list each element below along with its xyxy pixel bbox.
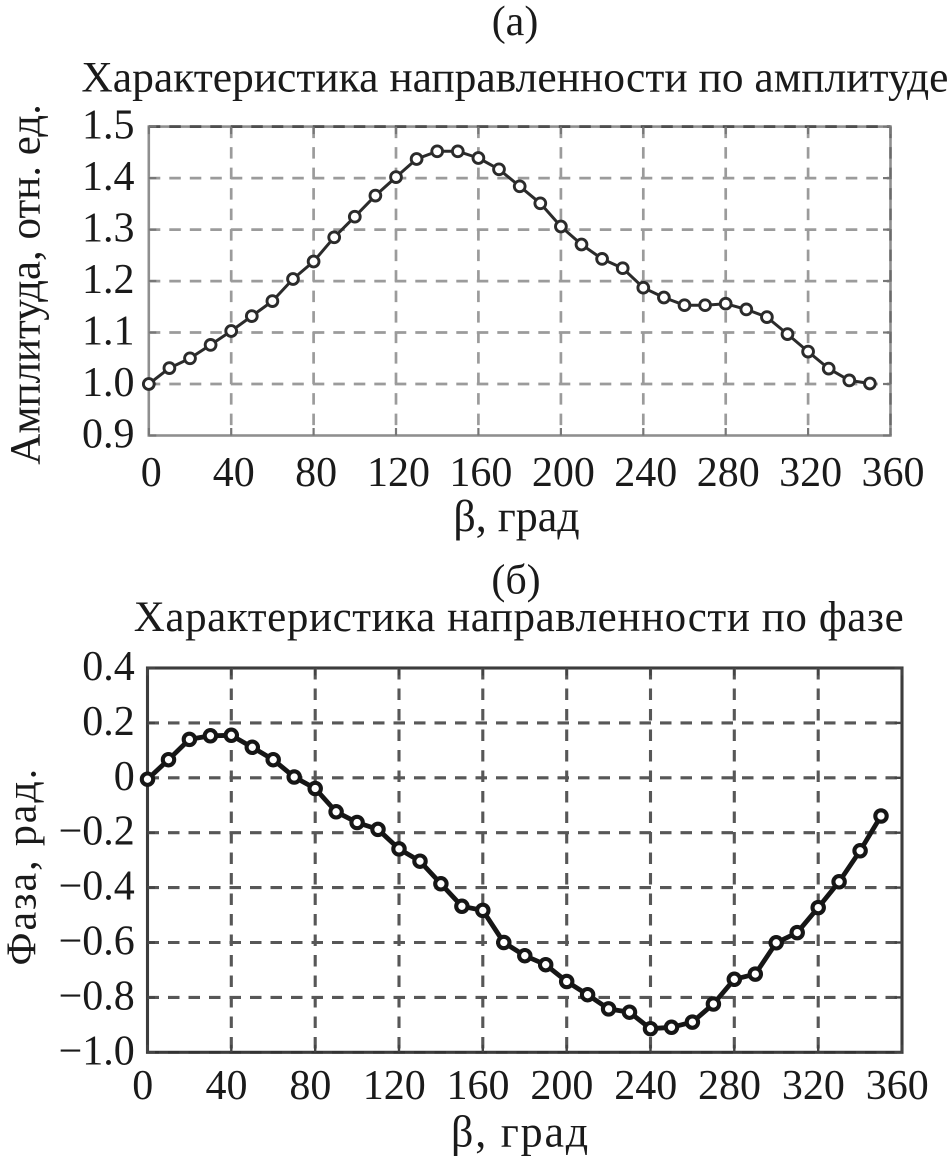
svg-text:1.2: 1.2 <box>82 257 135 303</box>
svg-text:160: 160 <box>447 1063 510 1109</box>
svg-text:40: 40 <box>213 450 255 496</box>
svg-text:320: 320 <box>779 450 842 496</box>
svg-text:320: 320 <box>782 1063 845 1109</box>
svg-text:360: 360 <box>866 1063 929 1109</box>
svg-text:1.3: 1.3 <box>82 206 135 252</box>
svg-text:β, град: β, град <box>451 1108 590 1157</box>
svg-text:1.1: 1.1 <box>82 309 135 355</box>
svg-text:0.2: 0.2 <box>82 699 135 745</box>
svg-text:β, град: β, град <box>453 492 579 541</box>
svg-text:280: 280 <box>698 1063 761 1109</box>
svg-text:0.9: 0.9 <box>82 412 135 458</box>
svg-text:160: 160 <box>449 450 512 496</box>
svg-text:240: 240 <box>614 450 677 496</box>
svg-text:0: 0 <box>141 450 162 496</box>
svg-text:80: 80 <box>289 1063 331 1109</box>
svg-text:Амплитуда, отн. ед.: Амплитуда, отн. ед. <box>3 104 50 465</box>
svg-text:40: 40 <box>206 1063 248 1109</box>
svg-text:−0.6: −0.6 <box>59 919 135 965</box>
svg-text:Фаза, рад.: Фаза, рад. <box>0 767 46 966</box>
svg-text:120: 120 <box>363 1063 426 1109</box>
svg-text:−0.4: −0.4 <box>59 864 135 910</box>
svg-text:200: 200 <box>530 1063 593 1109</box>
svg-text:0: 0 <box>132 1063 153 1109</box>
svg-text:1.4: 1.4 <box>82 154 135 200</box>
svg-text:120: 120 <box>367 450 430 496</box>
svg-text:360: 360 <box>862 450 925 496</box>
svg-text:(а): (а) <box>492 0 539 45</box>
svg-text:−1.0: −1.0 <box>59 1028 135 1074</box>
svg-text:1.0: 1.0 <box>82 360 135 406</box>
svg-text:Характеристика направленности: Характеристика направленности по амплиту… <box>81 53 948 101</box>
svg-text:0: 0 <box>114 754 135 800</box>
svg-text:280: 280 <box>697 450 760 496</box>
svg-text:0.4: 0.4 <box>82 644 135 690</box>
svg-text:80: 80 <box>295 450 337 496</box>
svg-text:Характеристика направленности: Характеристика направленности по фазе <box>134 594 905 641</box>
svg-text:200: 200 <box>532 450 595 496</box>
svg-text:(б): (б) <box>491 558 540 604</box>
svg-text:1.5: 1.5 <box>82 103 135 149</box>
svg-text:240: 240 <box>614 1063 677 1109</box>
svg-text:−0.2: −0.2 <box>59 809 135 855</box>
svg-text:−0.8: −0.8 <box>59 973 135 1019</box>
